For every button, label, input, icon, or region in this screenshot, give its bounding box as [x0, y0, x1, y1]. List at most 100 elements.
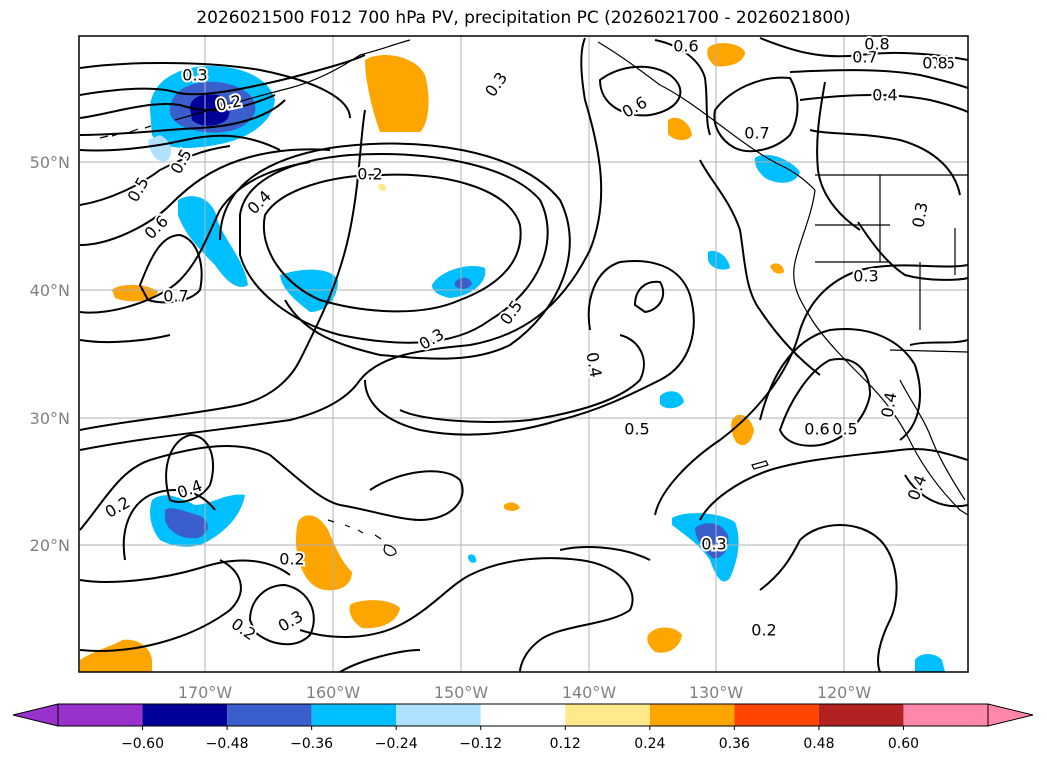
- colorbar-frame: [57, 703, 989, 727]
- contour-label: 0.2: [228, 614, 260, 644]
- colorbar-bin: [142, 704, 228, 726]
- pv-contour: [239, 153, 549, 344]
- colorbar-under-triangle: [12, 703, 59, 727]
- contour-label: 0.6: [804, 420, 829, 439]
- pos-anomaly-small-157w: [378, 183, 387, 191]
- latitude-label: 20°N: [30, 536, 70, 555]
- contour-label: 0.3: [908, 201, 931, 229]
- pv-contour: [262, 173, 522, 313]
- graticule: [79, 36, 968, 672]
- longitude-label: 160°W: [306, 683, 361, 702]
- pv-contour: [809, 129, 961, 196]
- contour-label: 0.3: [182, 66, 207, 85]
- pv-contour: [633, 280, 665, 314]
- colorbar-over-triangle: [987, 703, 1034, 727]
- contour-label: 0.3: [416, 325, 448, 354]
- coastlines: [99, 39, 969, 556]
- pv-contour: [789, 69, 969, 89]
- pv-contour: [79, 161, 311, 314]
- pos-anomaly-146w-23n: [504, 502, 520, 511]
- colorbar-bin: [58, 704, 143, 726]
- pv-contour: [699, 159, 821, 376]
- pv-contour: [79, 145, 231, 206]
- longitude-label: 130°W: [689, 683, 744, 702]
- neg-anomaly-150w-core: [455, 277, 472, 289]
- colorbar-bin: [649, 704, 735, 726]
- colorbar-tick-label: −0.36: [290, 736, 333, 752]
- contour-label: 0.4: [877, 391, 900, 419]
- pv-contour: [79, 148, 331, 246]
- contour-label: 0.3: [853, 267, 878, 286]
- pv-contour: [654, 264, 969, 516]
- pv-contour: [79, 109, 366, 431]
- contour-label: 0.7: [744, 124, 769, 143]
- precipitation-shading: [80, 43, 945, 672]
- latitude-label: 50°N: [30, 153, 70, 172]
- longitude-label: 120°W: [817, 683, 872, 702]
- pv-contour: [799, 94, 969, 113]
- pos-anomaly-gulf-alaska: [365, 55, 429, 132]
- contour-label: 0.3: [481, 69, 511, 101]
- neg-anomaly-aleutian-edge: [148, 135, 172, 162]
- pv-contour: [79, 54, 366, 96]
- pos-anomaly-nw: [707, 43, 745, 67]
- colorbar-tick-label: 0.60: [888, 736, 919, 752]
- alaska-panhandle: [597, 41, 816, 191]
- aleutian-islands: [99, 125, 152, 139]
- latitude-labels: 50°N 40°N 30°N 20°N: [30, 153, 70, 555]
- colorbar-tick-label: 0.48: [803, 736, 834, 752]
- pv-contour: [79, 99, 286, 136]
- contour-label: 0.5: [624, 420, 649, 439]
- hawaii-islands: [327, 519, 397, 556]
- map-frame: [78, 35, 969, 673]
- pv-contour: [909, 339, 969, 346]
- pv-contour: [299, 557, 634, 673]
- colorbar-tick-label: 0.36: [719, 736, 750, 752]
- colorbar-tick-label: −0.60: [121, 736, 164, 752]
- pv-contour: [79, 94, 276, 119]
- pos-anomaly-178w-12n: [80, 639, 152, 672]
- pv-contour: [713, 76, 799, 153]
- contour-label: 0.6: [619, 93, 651, 122]
- pv-contour: [816, 81, 861, 231]
- small-island: [751, 460, 769, 470]
- neg-anomaly-133w-30n: [660, 391, 684, 409]
- colorbar-tick-label: 0.24: [634, 736, 665, 752]
- pv-contour: [759, 37, 969, 61]
- contour-label: 0.6: [673, 37, 698, 56]
- colorbar: −0.60 −0.48 −0.36 −0.24 −0.12 0.12 0.24 0.36 0.4…: [12, 703, 1034, 752]
- pos-anomaly-128w-30n: [731, 414, 754, 446]
- contour-label: 0.2: [279, 550, 304, 569]
- pv-contour: [857, 221, 969, 281]
- contour-label: 0.7: [852, 48, 877, 67]
- neg-anomaly-130w-20n-core: [695, 523, 729, 559]
- neg-anomaly-116w-12n: [915, 654, 945, 672]
- colorbar-bin: [227, 704, 312, 726]
- colorbar-bin: [734, 704, 819, 726]
- colorbar-bin: [565, 704, 650, 726]
- colorbar-bin: [311, 704, 397, 726]
- contour-label: 0.4: [244, 187, 275, 218]
- latitude-label: 40°N: [30, 281, 70, 300]
- longitude-label: 140°W: [562, 683, 617, 702]
- contour-label: 0.6: [929, 54, 954, 73]
- pv-contours: [79, 37, 969, 673]
- contour-label: 0.8: [864, 35, 889, 54]
- pv-contour: [79, 559, 242, 652]
- colorbar-tick-label: −0.48: [206, 736, 249, 752]
- pv-contour: [399, 334, 645, 423]
- longitude-labels: 170°W 160°W 150°W 140°W 130°W 120°W: [178, 683, 872, 702]
- colorbar-bin: [818, 704, 904, 726]
- neg-anomaly-small-149w: [468, 554, 477, 563]
- pv-contour: [79, 334, 171, 344]
- pos-anomaly-126w-40n: [770, 263, 784, 274]
- pv-contour: [79, 134, 281, 152]
- pv-contour: [759, 328, 921, 441]
- alaska-coast: [174, 39, 411, 121]
- pv-contour: [778, 358, 872, 447]
- contour-label: 0.4: [174, 476, 204, 503]
- pv-contour: [904, 474, 969, 508]
- contour-label: 0.8: [922, 54, 947, 73]
- us-mexico-border: [889, 349, 969, 353]
- pv-contour: [165, 433, 215, 503]
